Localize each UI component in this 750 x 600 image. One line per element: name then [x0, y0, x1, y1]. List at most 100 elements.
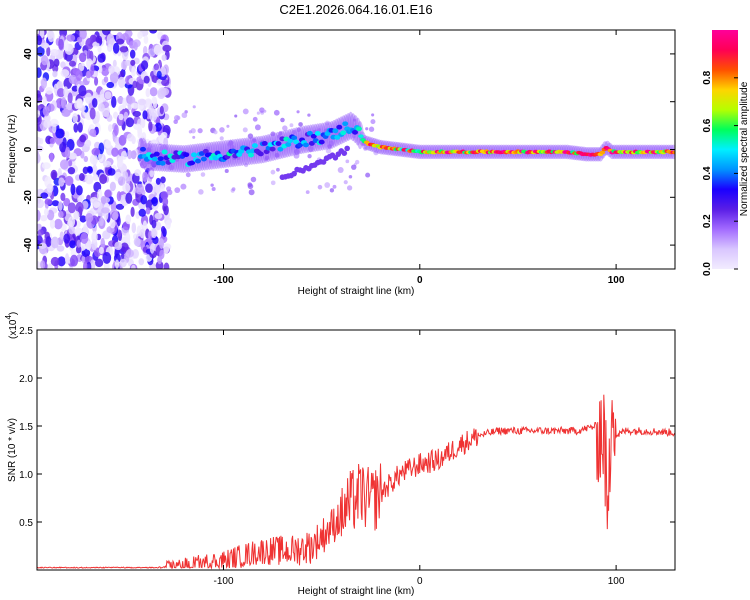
noise-speck: [83, 155, 89, 163]
noise-speck: [130, 206, 135, 218]
noise-speck: [137, 31, 143, 40]
noise-speck: [113, 111, 119, 119]
noise-speck: [37, 93, 43, 103]
noise-speck: [117, 156, 124, 168]
noise-speck: [92, 174, 99, 181]
noise-speck: [100, 195, 107, 204]
noise-speck: [68, 152, 77, 160]
noise-speck: [37, 229, 44, 236]
noise-speck: [104, 91, 112, 100]
noise-speck: [121, 150, 128, 160]
noise-speck: [116, 38, 125, 45]
trace-blob: [302, 142, 309, 148]
noise-speck: [123, 111, 129, 120]
noise-speck: [40, 77, 48, 89]
scatter-dot: [168, 164, 174, 171]
noise-speck: [49, 137, 56, 145]
noise-speck: [60, 61, 66, 69]
trace-blob: [263, 149, 270, 155]
noise-speck: [160, 226, 166, 234]
trace-blob: [153, 151, 160, 157]
scatter-dot: [213, 130, 218, 135]
noise-speck: [151, 196, 158, 207]
noise-speck: [86, 50, 92, 61]
noise-speck: [42, 95, 47, 106]
noise-speck: [64, 253, 70, 265]
noise-speck: [73, 123, 79, 133]
noise-speck: [106, 114, 113, 122]
noise-speck: [75, 201, 84, 214]
noise-speck: [103, 76, 109, 83]
colorbar-ticks: 0.0 0.2 0.4 0.6 0.8: [702, 70, 738, 276]
scatter-dot: [242, 108, 249, 115]
noise-speck: [102, 160, 112, 168]
noise-speck: [97, 45, 102, 53]
noise-speck: [78, 63, 85, 72]
noise-speck: [151, 228, 157, 239]
trace-blob: [336, 124, 343, 130]
noise-speck: [112, 59, 117, 68]
noise-speck: [119, 258, 127, 268]
scatter-dot: [273, 109, 280, 116]
trace-blob: [358, 134, 364, 139]
noise-speck: [37, 194, 41, 204]
noise-speck: [121, 199, 127, 207]
noise-speck: [85, 139, 92, 148]
noise-speck: [132, 80, 138, 89]
noise-speck: [89, 128, 97, 137]
trace-blob: [200, 156, 207, 162]
noise-speck: [63, 197, 71, 207]
noise-speck: [40, 214, 48, 222]
noise-speck: [69, 254, 79, 267]
trace-blob: [340, 130, 347, 136]
scatter-dot: [327, 144, 332, 149]
noise-speck: [109, 71, 119, 84]
noise-speck: [132, 248, 139, 259]
noise-speck: [131, 66, 136, 77]
scatter-dot: [278, 131, 283, 136]
trace-blob: [191, 152, 198, 158]
trace-blob: [161, 149, 168, 155]
scatter-dot: [192, 105, 196, 109]
scatter-dot: [210, 183, 214, 187]
noise-speck: [108, 65, 115, 75]
scatter-dot: [307, 146, 314, 152]
scatter-dot: [282, 125, 288, 131]
scatter-dot: [248, 189, 255, 196]
noise-speck: [163, 262, 170, 269]
spectrogram-x-label: Height of straight line (km): [298, 286, 415, 297]
scatter-dot: [337, 167, 344, 173]
y-tick-label: 1.5: [19, 422, 33, 433]
noise-speck: [49, 152, 54, 163]
y-tick-label: 20: [23, 96, 34, 108]
noise-speck: [95, 110, 100, 123]
scatter-dot: [188, 130, 193, 134]
noise-speck: [70, 248, 77, 257]
trace-blob: [269, 146, 276, 152]
noise-speck: [161, 79, 170, 87]
snr-multiplier: (x104): [4, 312, 19, 339]
scatter-dot: [263, 109, 267, 113]
noise-speck: [47, 30, 55, 43]
noise-speck: [92, 164, 98, 177]
noise-speck: [50, 236, 60, 249]
noise-speck: [92, 97, 98, 108]
noise-speck: [96, 94, 102, 102]
noise-speck: [131, 264, 136, 269]
noise-speck: [60, 192, 66, 202]
noise-speck: [154, 221, 162, 231]
noise-speck: [66, 34, 76, 42]
scatter-dot: [307, 154, 312, 159]
noise-speck: [117, 96, 124, 104]
noise-speck: [73, 210, 80, 220]
noise-speck: [125, 192, 133, 204]
scatter-dot: [296, 127, 301, 133]
scatter-dot: [329, 188, 335, 193]
noise-speck: [130, 102, 139, 109]
snr-x-ticks: -100 0 100: [213, 330, 625, 587]
noise-speck: [135, 183, 145, 195]
scatter-dot: [298, 122, 303, 127]
trace-halo: [168, 144, 176, 173]
noise-speck: [53, 58, 60, 67]
noise-speck: [57, 256, 66, 267]
